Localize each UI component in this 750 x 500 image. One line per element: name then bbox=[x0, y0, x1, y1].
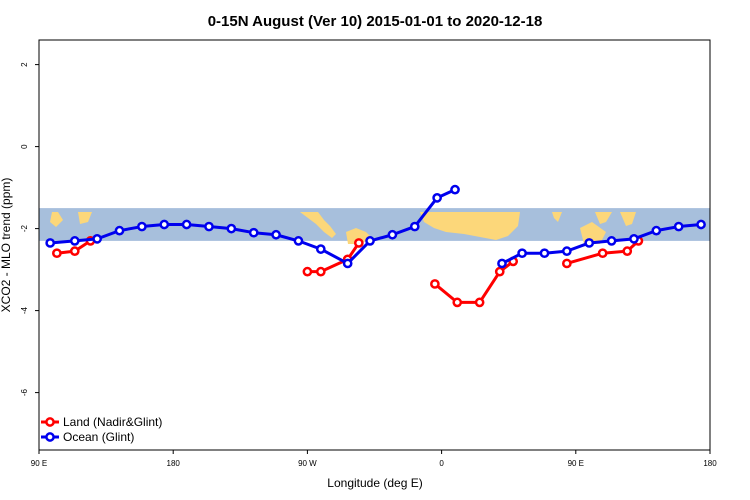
x-axis-label: Longitude (deg E) bbox=[327, 476, 422, 490]
data-point-ocean bbox=[606, 236, 617, 246]
x-tick-label: 90 W bbox=[298, 459, 317, 468]
x-axis: 90 E 180 90 W 0 90 E 180 bbox=[31, 450, 717, 468]
legend-item-ocean: Ocean (Glint) bbox=[41, 430, 134, 444]
x-tick-label: 90 E bbox=[568, 459, 584, 468]
series-line-ocean bbox=[501, 223, 702, 265]
data-point-ocean bbox=[584, 238, 595, 248]
data-point-ocean bbox=[159, 219, 170, 230]
data-point-land bbox=[315, 266, 326, 277]
data-point-ocean bbox=[651, 225, 662, 236]
series-ocean bbox=[45, 184, 706, 269]
data-point-ocean bbox=[432, 193, 442, 203]
x-tick-label: 180 bbox=[167, 459, 181, 468]
data-point-ocean bbox=[45, 238, 56, 248]
data-point-ocean bbox=[497, 258, 507, 269]
data-point-land bbox=[302, 266, 313, 277]
y-tick-label: 2 bbox=[20, 62, 29, 67]
legend-item-land: Land (Nadir&Glint) bbox=[41, 415, 162, 429]
x-tick-label: 0 bbox=[439, 459, 444, 468]
series-land bbox=[52, 236, 644, 308]
y-tick-label: -2 bbox=[20, 224, 29, 232]
map-land-southeast-asia bbox=[620, 212, 636, 226]
series-line-land bbox=[566, 239, 640, 265]
data-point-ocean bbox=[226, 223, 237, 234]
x-tick-label: 180 bbox=[703, 459, 717, 468]
data-point-ocean bbox=[181, 219, 192, 230]
data-point-land bbox=[52, 248, 62, 259]
map-land-central-america bbox=[300, 212, 336, 238]
y-axis-label: XCO2 - MLO trend (ppm) bbox=[0, 178, 13, 313]
x-tick-label: 90 E bbox=[31, 459, 47, 468]
series-layer bbox=[45, 184, 706, 308]
data-point-land bbox=[562, 258, 572, 269]
data-point-land bbox=[69, 246, 80, 256]
data-point-ocean bbox=[673, 221, 684, 232]
y-tick-label: 0 bbox=[20, 144, 29, 149]
data-point-ocean bbox=[92, 234, 103, 244]
data-point-ocean bbox=[387, 229, 398, 240]
data-point-ocean bbox=[409, 221, 420, 232]
data-point-ocean bbox=[342, 258, 353, 269]
plot-frame bbox=[38, 39, 711, 451]
data-point-ocean bbox=[248, 227, 259, 238]
map-land-sumatra-borneo bbox=[50, 212, 92, 227]
data-point-ocean bbox=[539, 248, 550, 259]
chart-title: 0-15N August (Ver 10) 2015-01-01 to 2020… bbox=[208, 13, 543, 30]
legend-marker-land bbox=[45, 417, 55, 427]
data-point-ocean bbox=[629, 234, 639, 244]
data-point-land bbox=[430, 279, 440, 289]
legend: Land (Nadir&Glint) Ocean (Glint) bbox=[41, 415, 162, 444]
data-point-land bbox=[622, 246, 633, 256]
data-point-ocean bbox=[69, 236, 80, 246]
y-tick-label: -6 bbox=[20, 388, 29, 396]
data-point-ocean bbox=[562, 246, 572, 256]
data-point-ocean bbox=[137, 221, 147, 232]
data-point-land bbox=[474, 297, 485, 308]
map-land-south-asia bbox=[552, 212, 612, 244]
data-point-land bbox=[452, 297, 463, 308]
data-point-ocean bbox=[517, 248, 527, 259]
data-point-land bbox=[494, 266, 505, 277]
map-land-africa bbox=[420, 212, 520, 240]
data-point-ocean bbox=[293, 236, 304, 246]
data-point-ocean bbox=[315, 244, 326, 254]
data-point-ocean bbox=[696, 219, 706, 230]
data-point-ocean bbox=[271, 229, 281, 240]
series-line-land bbox=[307, 242, 361, 274]
legend-label-ocean: Ocean (Glint) bbox=[63, 430, 134, 444]
data-point-land bbox=[353, 238, 364, 248]
data-point-ocean bbox=[114, 225, 125, 236]
legend-label-land: Land (Nadir&Glint) bbox=[63, 415, 162, 429]
y-tick-label: -4 bbox=[20, 306, 29, 314]
y-axis: 2 0 -2 -4 -6 bbox=[20, 62, 39, 396]
legend-marker-ocean bbox=[45, 432, 55, 442]
data-point-land bbox=[597, 248, 608, 259]
data-point-ocean bbox=[365, 236, 375, 246]
data-point-ocean bbox=[204, 221, 214, 232]
data-point-ocean bbox=[450, 184, 460, 195]
